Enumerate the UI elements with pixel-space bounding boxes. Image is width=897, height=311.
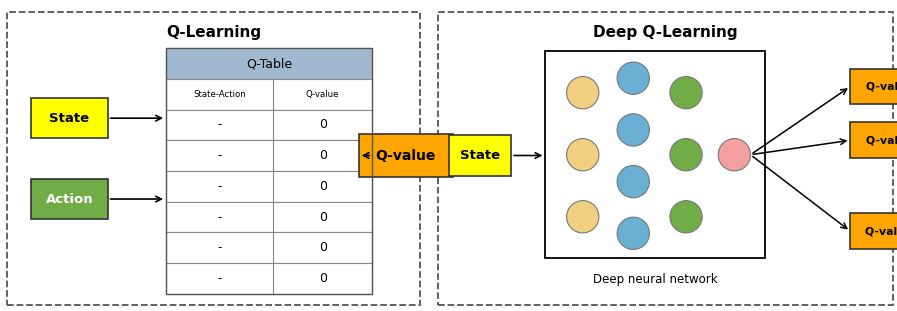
FancyBboxPatch shape — [7, 12, 420, 305]
Text: Q-value Action N: Q-value Action N — [866, 226, 897, 236]
Ellipse shape — [567, 139, 599, 171]
Ellipse shape — [617, 114, 649, 146]
Text: Q-Learning: Q-Learning — [166, 25, 261, 40]
Text: State: State — [49, 112, 90, 125]
Text: 0: 0 — [318, 241, 327, 254]
Text: -: - — [217, 241, 222, 254]
FancyBboxPatch shape — [850, 69, 897, 104]
FancyBboxPatch shape — [166, 79, 372, 110]
Ellipse shape — [567, 77, 599, 109]
FancyBboxPatch shape — [166, 110, 372, 140]
Ellipse shape — [718, 139, 751, 171]
Text: -: - — [217, 118, 222, 132]
Text: -: - — [217, 149, 222, 162]
FancyBboxPatch shape — [166, 263, 372, 294]
Text: State: State — [460, 149, 500, 162]
Ellipse shape — [670, 201, 702, 233]
FancyBboxPatch shape — [166, 140, 372, 171]
Text: Q-Table: Q-Table — [246, 57, 292, 70]
FancyBboxPatch shape — [31, 179, 108, 219]
FancyBboxPatch shape — [166, 48, 372, 79]
FancyBboxPatch shape — [359, 134, 453, 177]
Text: -: - — [217, 272, 222, 285]
Text: -: - — [217, 211, 222, 224]
FancyBboxPatch shape — [166, 171, 372, 202]
Text: 0: 0 — [318, 211, 327, 224]
Text: Q-value Action 1: Q-value Action 1 — [867, 81, 897, 91]
Ellipse shape — [617, 62, 649, 94]
Text: Deep Q-Learning: Deep Q-Learning — [593, 25, 737, 40]
FancyBboxPatch shape — [438, 12, 893, 305]
Text: Deep neural network: Deep neural network — [593, 273, 718, 286]
FancyBboxPatch shape — [166, 202, 372, 233]
Text: 0: 0 — [318, 118, 327, 132]
Text: Q-value: Q-value — [376, 148, 436, 163]
Ellipse shape — [670, 77, 702, 109]
Text: Q-value: Q-value — [306, 90, 339, 99]
Text: Q-value Action 2: Q-value Action 2 — [867, 135, 897, 145]
FancyBboxPatch shape — [31, 98, 108, 138]
FancyBboxPatch shape — [850, 213, 897, 249]
Ellipse shape — [617, 165, 649, 198]
Text: -: - — [217, 180, 222, 193]
Text: Action: Action — [46, 193, 93, 206]
Ellipse shape — [567, 201, 599, 233]
Text: 0: 0 — [318, 272, 327, 285]
FancyBboxPatch shape — [545, 51, 765, 258]
Text: State-Action: State-Action — [193, 90, 246, 99]
Ellipse shape — [670, 139, 702, 171]
FancyBboxPatch shape — [850, 122, 897, 158]
Ellipse shape — [617, 217, 649, 249]
Text: 0: 0 — [318, 180, 327, 193]
FancyBboxPatch shape — [166, 233, 372, 263]
Text: 0: 0 — [318, 149, 327, 162]
FancyBboxPatch shape — [448, 135, 511, 176]
